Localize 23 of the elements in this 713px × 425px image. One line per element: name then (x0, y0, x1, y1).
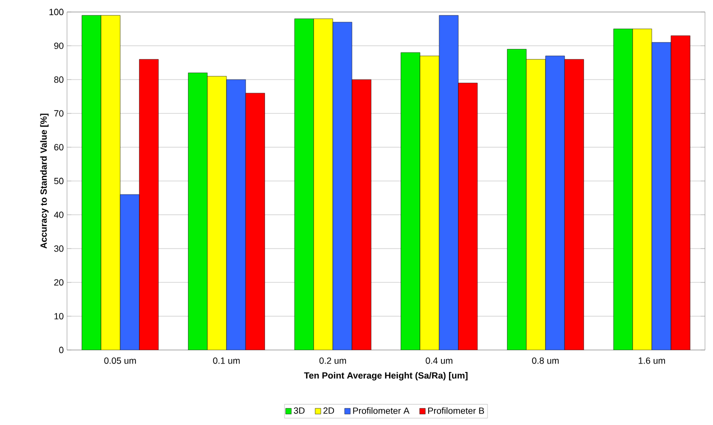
legend-label: Profilometer A (353, 407, 410, 414)
y-tick-label: 90 (54, 42, 64, 49)
legend-label: 3D (294, 407, 305, 414)
x-tick-label: 0.1 um (213, 357, 240, 364)
y-tick-label: 0 (59, 346, 64, 354)
y-tick-label: 80 (54, 76, 64, 83)
x-tick-label: 0.4 um (426, 357, 452, 364)
x-tick-label: 0.05 um (104, 357, 136, 364)
y-tick-label: 40 (54, 212, 64, 218)
y-axis-title: Accuracy to Standard Value [%] (40, 114, 49, 249)
y-tick-label: 100 (49, 8, 64, 16)
y-tick-label: 10 (54, 313, 64, 320)
x-tick-label: 0.2 um (319, 357, 346, 364)
y-tick-label: 50 (54, 178, 64, 184)
y-tick-label: 20 (54, 279, 64, 286)
y-tick-label: 70 (54, 110, 64, 117)
x-axis-title: Ten Point Average Height (Sa/Ra) [um] (304, 372, 468, 380)
legend-label: 2D (323, 407, 334, 414)
x-tick-label: 0.8 um (532, 357, 559, 364)
y-tick-label: 30 (54, 245, 64, 252)
x-tick-label: 1.6 um (638, 357, 665, 364)
legend-label: Profilometer B (428, 407, 484, 414)
y-tick-label: 60 (54, 144, 64, 150)
